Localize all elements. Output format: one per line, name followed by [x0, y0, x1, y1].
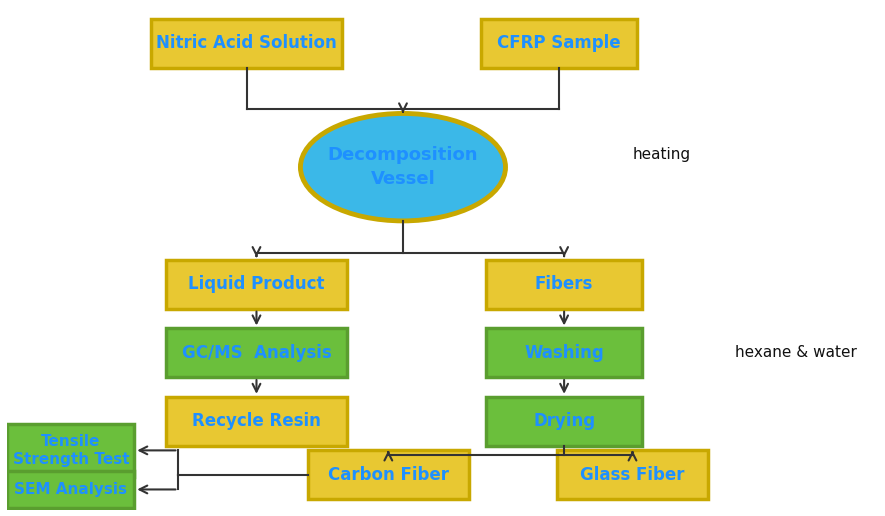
- FancyBboxPatch shape: [486, 328, 643, 377]
- Text: GC/MS  Analysis: GC/MS Analysis: [181, 344, 331, 362]
- FancyBboxPatch shape: [151, 19, 342, 68]
- FancyBboxPatch shape: [166, 328, 347, 377]
- FancyBboxPatch shape: [166, 397, 347, 445]
- FancyBboxPatch shape: [486, 260, 643, 309]
- Text: SEM Analysis: SEM Analysis: [14, 482, 127, 497]
- Text: Recycle Resin: Recycle Resin: [192, 412, 321, 430]
- Text: Liquid Product: Liquid Product: [189, 276, 325, 294]
- Text: heating: heating: [633, 147, 690, 162]
- FancyBboxPatch shape: [308, 450, 469, 499]
- Text: Decomposition
Vessel: Decomposition Vessel: [327, 147, 478, 188]
- Text: Fibers: Fibers: [535, 276, 593, 294]
- FancyBboxPatch shape: [166, 260, 347, 309]
- Text: Glass Fiber: Glass Fiber: [581, 466, 685, 484]
- Ellipse shape: [300, 114, 505, 221]
- FancyBboxPatch shape: [481, 19, 637, 68]
- Text: CFRP Sample: CFRP Sample: [497, 34, 621, 52]
- Text: Carbon Fiber: Carbon Fiber: [327, 466, 449, 484]
- Text: Tensile
Strength Test: Tensile Strength Test: [12, 433, 129, 467]
- FancyBboxPatch shape: [486, 397, 643, 445]
- Text: Drying: Drying: [533, 412, 596, 430]
- FancyBboxPatch shape: [7, 424, 135, 477]
- FancyBboxPatch shape: [557, 450, 708, 499]
- Text: Washing: Washing: [524, 344, 604, 362]
- Text: hexane & water: hexane & water: [735, 345, 857, 360]
- FancyBboxPatch shape: [7, 471, 135, 508]
- Text: Nitric Acid Solution: Nitric Acid Solution: [157, 34, 337, 52]
